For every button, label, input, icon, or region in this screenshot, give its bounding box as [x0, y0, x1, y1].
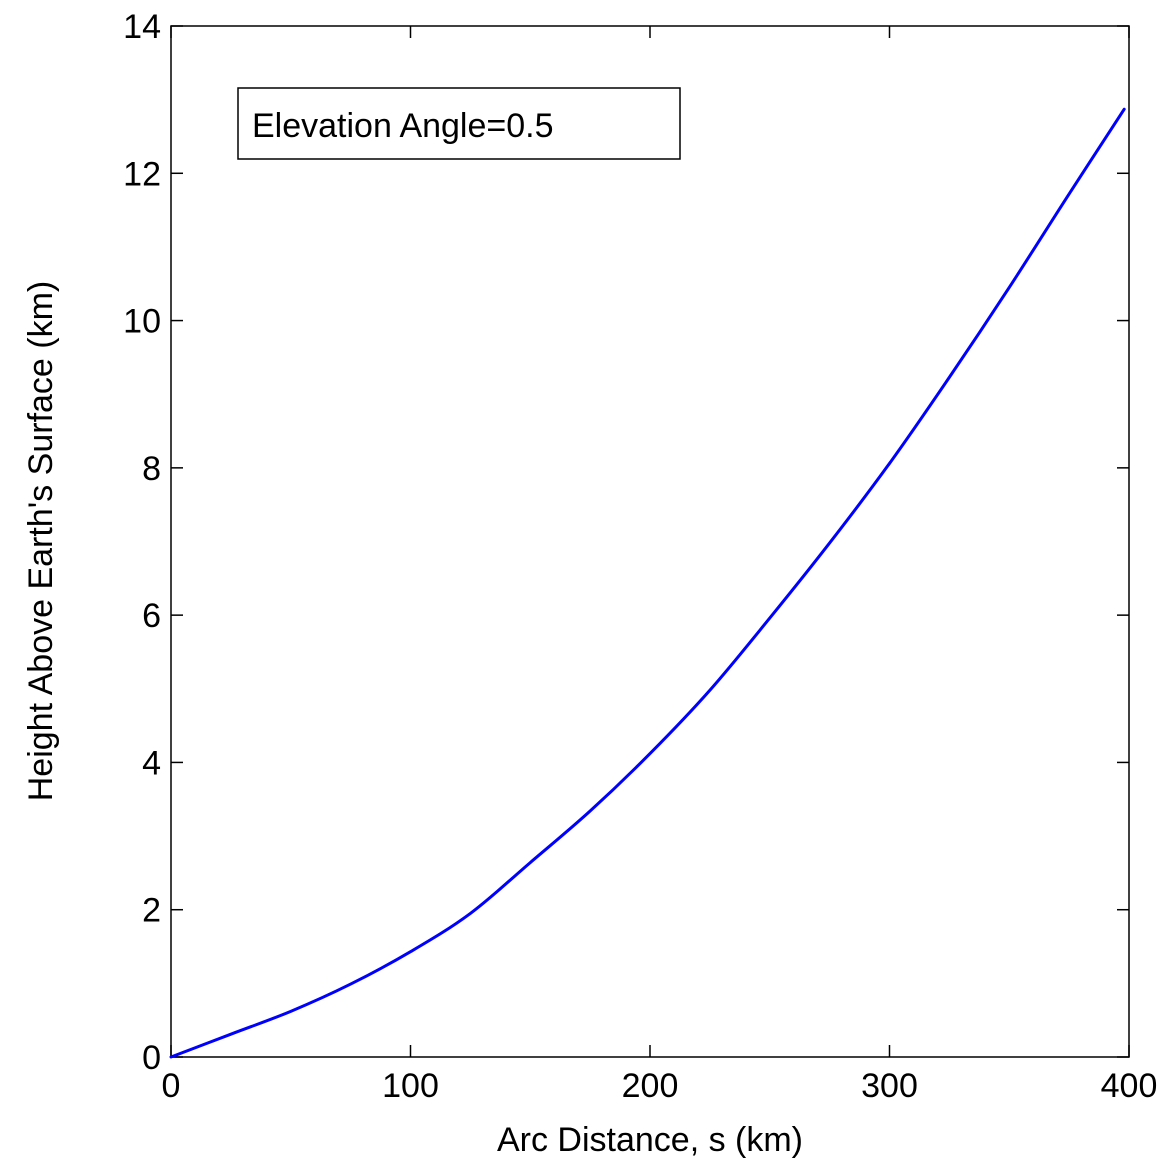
legend-entry: Elevation Angle=0.5 — [252, 107, 554, 145]
y-tick-label: 14 — [123, 8, 161, 46]
y-tick-label: 0 — [142, 1039, 161, 1077]
x-axis-title: Arc Distance, s (km) — [497, 1121, 803, 1159]
axis-ticks — [170, 25, 1130, 1058]
y-tick-label: 2 — [142, 892, 161, 930]
series-line — [169, 107, 1126, 1059]
y-tick-label: 10 — [123, 303, 161, 341]
x-tick-label: 100 — [382, 1067, 439, 1105]
y-tick-label: 12 — [123, 155, 161, 193]
legend: Elevation Angle=0.5 — [237, 87, 681, 160]
y-tick-label: 4 — [142, 744, 161, 782]
y-axis-title: Height Above Earth's Surface (km) — [22, 281, 60, 802]
x-tick-label: 200 — [622, 1067, 679, 1105]
x-tick-label: 400 — [1101, 1067, 1158, 1105]
tick-labels: 0 100 200 300 400 0 2 4 6 8 10 12 14 — [123, 8, 1157, 1105]
x-tick-label: 300 — [861, 1067, 918, 1105]
plot-area — [170, 25, 1130, 1058]
x-tick-label: 0 — [162, 1067, 181, 1105]
y-tick-label: 8 — [142, 450, 161, 488]
legend-box — [237, 87, 681, 160]
series-layer — [169, 107, 1126, 1059]
y-tick-label: 6 — [142, 597, 161, 635]
